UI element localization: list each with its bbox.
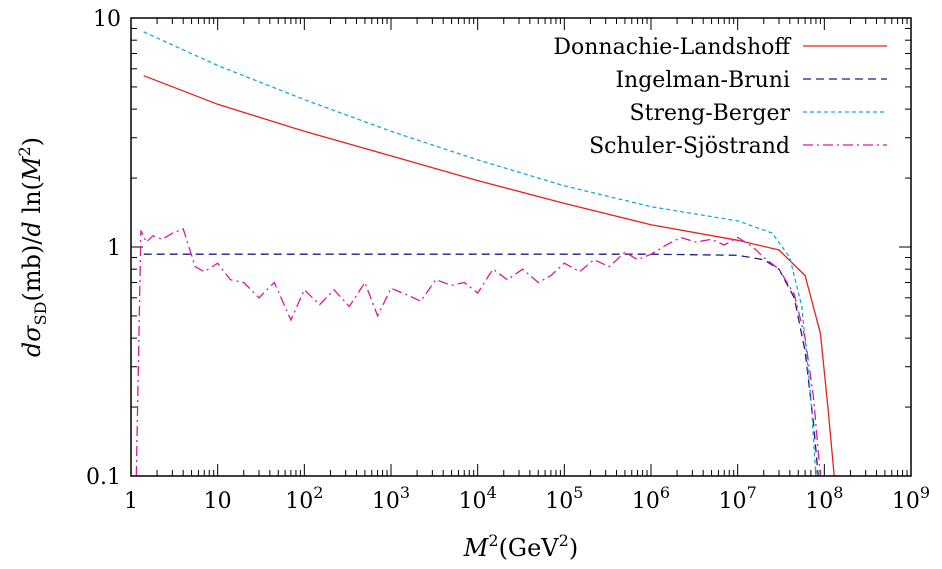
plot-frame [130, 17, 912, 477]
x-tick-label: 108 [805, 483, 843, 514]
legend: Donnachie-Landshoff Ingelman-Bruni Streng-… [553, 35, 887, 159]
series-line-donnachie-landshoff [143, 75, 835, 476]
y-tick-label: 10 [93, 7, 121, 32]
x-tick-label: 109 [892, 483, 930, 514]
series-line-streng-berger [143, 31, 817, 476]
x-axis-label: M2(GeV2) [463, 531, 578, 562]
legend-label: Ingelman-Bruni [615, 68, 790, 93]
y-tick-label: 0.1 [86, 465, 121, 490]
x-tick-label: 1 [124, 489, 138, 514]
series-line-schuler-sj-strand [135, 228, 822, 476]
legend-label: Schuler-Sjöstrand [589, 134, 790, 159]
legend-label: Streng-Berger [630, 101, 791, 126]
y-tick-label: 1 [107, 236, 121, 261]
x-tick-label: 102 [285, 483, 323, 514]
y-axis-label: dσSD(mb)/d ln(M2) [15, 137, 50, 357]
x-tick-label: 107 [719, 483, 757, 514]
series-line-ingelman-bruni [143, 253, 819, 476]
x-tick-label: 106 [632, 483, 670, 514]
x-tick-label: 103 [372, 483, 410, 514]
tick-marks [130, 17, 912, 477]
x-tick-label: 10 [204, 489, 232, 514]
x-tick-label: 105 [545, 483, 583, 514]
legend-label: Donnachie-Landshoff [553, 35, 791, 60]
series-layer [135, 31, 835, 476]
x-tick-label: 104 [459, 483, 497, 514]
